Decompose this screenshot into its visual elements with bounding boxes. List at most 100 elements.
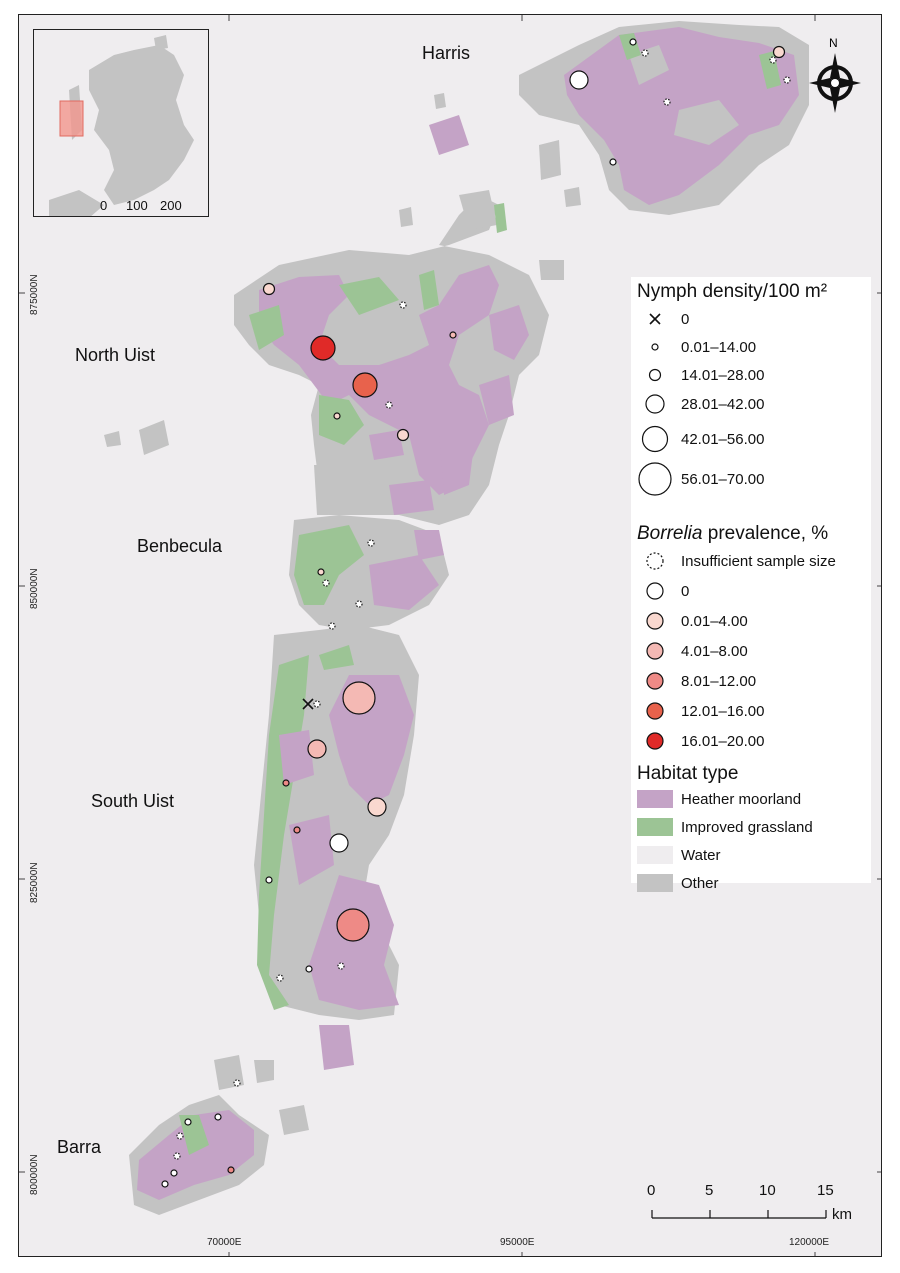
legend: Nymph density/100 m² 0 0.01–14.00 14.01–… <box>631 277 871 892</box>
circle-icon <box>638 462 672 496</box>
scale-tick-label: 0 <box>647 1182 656 1199</box>
northing-label: 875000N <box>29 274 40 315</box>
site-marker <box>233 1079 241 1087</box>
inset-scale-label: 100 <box>126 198 148 213</box>
site-marker <box>313 700 321 708</box>
site-marker <box>783 76 791 84</box>
inset-scale-label: 0 <box>100 198 108 213</box>
legend-prevalence-title: Borrelia prevalence, % <box>637 523 829 544</box>
site-marker <box>293 826 301 834</box>
scale-bar: 0 5 10 15 km <box>628 1178 868 1238</box>
easting-label: 120000E <box>789 1237 830 1248</box>
place-label-barra: Barra <box>57 1137 102 1157</box>
swatch-grassland <box>637 818 673 836</box>
site-marker <box>629 38 637 46</box>
harris-land <box>429 21 809 215</box>
site-marker <box>328 622 336 630</box>
scale-tick-label: 10 <box>759 1182 776 1199</box>
site-marker <box>329 833 349 853</box>
legend-density-row: 28.01–42.00 <box>637 392 764 416</box>
site-marker <box>336 908 370 942</box>
south-uist-land <box>254 625 419 1070</box>
place-label-south-uist: South Uist <box>91 791 175 811</box>
site-marker <box>355 600 363 608</box>
site-marker <box>276 974 284 982</box>
circle-icon <box>646 732 664 750</box>
legend-prevalence-row: 16.01–20.00 <box>637 729 764 753</box>
map-frame: Harris North Uist Benbecula South Uist B… <box>18 14 882 1257</box>
legend-prevalence-row: 0 <box>637 579 689 603</box>
site-marker <box>262 282 276 296</box>
site-marker <box>337 962 345 970</box>
site-marker <box>333 412 341 420</box>
northing-label: 825000N <box>29 862 40 903</box>
circle-icon <box>646 582 664 600</box>
site-marker <box>214 1113 222 1121</box>
site-marker <box>170 1169 178 1177</box>
site-marker <box>161 1180 169 1188</box>
site-marker <box>772 45 786 59</box>
legend-habitat-row: Heather moorland <box>637 787 801 811</box>
site-marker <box>399 301 407 309</box>
legend-density-title: Nymph density/100 m² <box>637 281 828 302</box>
site-marker <box>367 539 375 547</box>
swatch-heather <box>637 790 673 808</box>
site-marker <box>663 98 671 106</box>
easting-label: 95000E <box>500 1237 535 1248</box>
northing-label: 850000N <box>29 568 40 609</box>
swatch-water <box>637 846 673 864</box>
site-marker <box>307 739 327 759</box>
site-marker <box>609 158 617 166</box>
site-marker <box>322 579 330 587</box>
circle-icon <box>646 672 664 690</box>
legend-density-row: 0.01–14.00 <box>637 335 756 359</box>
circle-icon <box>651 343 659 351</box>
site-marker <box>367 797 387 817</box>
legend-prevalence-row: Insufficient sample size <box>637 549 836 573</box>
circle-icon <box>645 394 665 414</box>
legend-prevalence-row: 0.01–4.00 <box>637 609 748 633</box>
site-marker <box>310 335 336 361</box>
map-canvas <box>19 15 881 1256</box>
site-marker <box>641 49 649 57</box>
place-label-north-uist: North Uist <box>75 345 156 365</box>
legend-habitat-title: Habitat type <box>637 763 739 784</box>
site-marker <box>305 965 313 973</box>
inset-scale-label: 200 <box>160 198 182 213</box>
site-marker <box>396 428 410 442</box>
scale-tick-label: 5 <box>705 1182 714 1199</box>
inset-scotland-map <box>49 35 194 216</box>
north-arrow: N <box>807 35 867 125</box>
site-marker <box>317 568 325 576</box>
legend-density-row: 56.01–70.00 <box>637 462 764 496</box>
inset-map: 0 100 200 km <box>33 29 209 217</box>
site-marker <box>176 1132 184 1140</box>
inset-extent-box <box>59 100 84 137</box>
site-marker <box>569 70 589 90</box>
site-marker <box>352 372 378 398</box>
site-marker <box>265 876 273 884</box>
scale-tick-label: 15 <box>817 1182 834 1199</box>
legend-prevalence-row: 8.01–12.00 <box>637 669 756 693</box>
sampling-sites <box>161 38 791 1188</box>
legend-prevalence-row: 12.01–16.00 <box>637 699 764 723</box>
place-label-benbecula: Benbecula <box>137 536 223 556</box>
scale-unit: km <box>832 1206 852 1223</box>
site-marker <box>173 1152 181 1160</box>
benbecula-land <box>289 515 449 630</box>
legend-habitat-row: Other <box>637 871 719 895</box>
north-uist-land <box>104 190 564 525</box>
circle-icon <box>646 702 664 720</box>
site-marker <box>342 681 376 715</box>
northing-label: 800000N <box>29 1154 40 1195</box>
legend-habitat-row: Water <box>637 843 720 867</box>
place-label-harris: Harris <box>422 43 470 63</box>
site-marker <box>449 331 457 339</box>
zero-density-site <box>302 698 314 710</box>
legend-prevalence-row: 4.01–8.00 <box>637 639 748 663</box>
circle-icon <box>646 642 664 660</box>
site-marker <box>385 401 393 409</box>
barra-land <box>129 1055 309 1215</box>
legend-density-row: 42.01–56.00 <box>637 425 764 453</box>
swatch-other <box>637 874 673 892</box>
